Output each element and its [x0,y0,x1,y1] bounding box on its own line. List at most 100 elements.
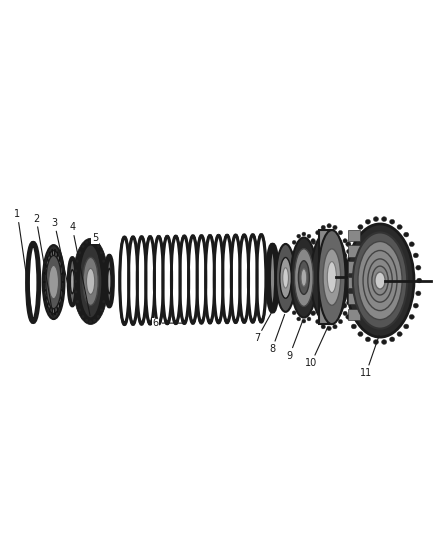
Ellipse shape [257,233,266,319]
Ellipse shape [103,269,107,273]
Ellipse shape [163,236,172,320]
Ellipse shape [128,236,138,321]
Ellipse shape [381,340,387,344]
Ellipse shape [302,232,306,236]
Ellipse shape [49,265,59,298]
Ellipse shape [96,245,100,248]
Ellipse shape [397,332,402,336]
Ellipse shape [289,250,293,254]
Ellipse shape [99,308,103,312]
Ellipse shape [291,238,317,318]
Text: 9: 9 [286,320,303,361]
Ellipse shape [297,317,301,321]
Ellipse shape [413,303,418,308]
Ellipse shape [154,236,163,320]
Ellipse shape [74,269,78,273]
Ellipse shape [318,230,346,324]
Ellipse shape [333,325,337,329]
Ellipse shape [248,234,257,319]
Ellipse shape [338,278,343,283]
Ellipse shape [231,234,240,319]
Ellipse shape [108,269,111,294]
Ellipse shape [346,314,351,319]
Ellipse shape [318,276,322,279]
Ellipse shape [327,262,336,293]
Ellipse shape [240,234,249,319]
Ellipse shape [333,225,337,230]
Ellipse shape [79,245,102,318]
Ellipse shape [96,314,100,318]
Ellipse shape [106,256,113,306]
Ellipse shape [389,337,395,342]
Ellipse shape [307,234,311,238]
Bar [348,309,360,320]
Ellipse shape [368,259,392,302]
Ellipse shape [315,301,319,305]
Ellipse shape [301,269,307,286]
Text: 4: 4 [69,222,90,316]
Ellipse shape [342,253,347,258]
Ellipse shape [346,249,351,254]
Ellipse shape [373,340,378,344]
Ellipse shape [339,291,344,296]
Ellipse shape [315,250,319,254]
Text: 7: 7 [254,313,271,343]
Ellipse shape [85,319,88,322]
Ellipse shape [292,240,296,244]
Ellipse shape [75,259,79,263]
Ellipse shape [375,272,385,289]
Text: 1: 1 [14,209,33,319]
Ellipse shape [286,262,290,266]
Ellipse shape [416,291,421,296]
Ellipse shape [346,301,351,305]
Ellipse shape [298,261,309,294]
Ellipse shape [318,289,321,293]
Ellipse shape [327,326,331,330]
Ellipse shape [307,249,312,254]
Ellipse shape [349,262,353,266]
Ellipse shape [343,311,347,316]
Ellipse shape [102,300,106,304]
Ellipse shape [316,319,320,324]
Ellipse shape [286,289,290,293]
Ellipse shape [99,251,103,255]
Ellipse shape [171,235,180,320]
Bar [348,261,360,272]
Ellipse shape [44,251,63,313]
Text: 6: 6 [153,318,186,328]
Ellipse shape [323,249,341,305]
Ellipse shape [146,236,155,320]
Bar [348,230,360,241]
Ellipse shape [78,251,82,255]
Ellipse shape [373,217,378,222]
Ellipse shape [137,236,146,321]
Ellipse shape [68,258,76,305]
Ellipse shape [78,308,82,312]
Ellipse shape [372,266,388,295]
Ellipse shape [83,257,98,305]
Ellipse shape [358,224,363,229]
Ellipse shape [81,314,85,318]
Ellipse shape [350,275,354,279]
Ellipse shape [75,300,79,304]
Ellipse shape [305,262,309,266]
Ellipse shape [311,240,315,244]
Ellipse shape [318,262,321,266]
Ellipse shape [353,232,407,329]
Ellipse shape [346,242,351,247]
Ellipse shape [351,324,357,329]
Ellipse shape [404,232,409,237]
Ellipse shape [397,224,402,229]
Ellipse shape [404,324,409,329]
Ellipse shape [409,242,414,247]
Ellipse shape [297,234,301,238]
Ellipse shape [349,288,353,293]
Ellipse shape [74,279,78,284]
Ellipse shape [327,223,331,228]
Ellipse shape [343,239,347,243]
Text: 10: 10 [305,327,328,368]
Ellipse shape [305,288,309,293]
Ellipse shape [120,236,129,321]
Ellipse shape [316,230,320,235]
Ellipse shape [223,235,232,319]
